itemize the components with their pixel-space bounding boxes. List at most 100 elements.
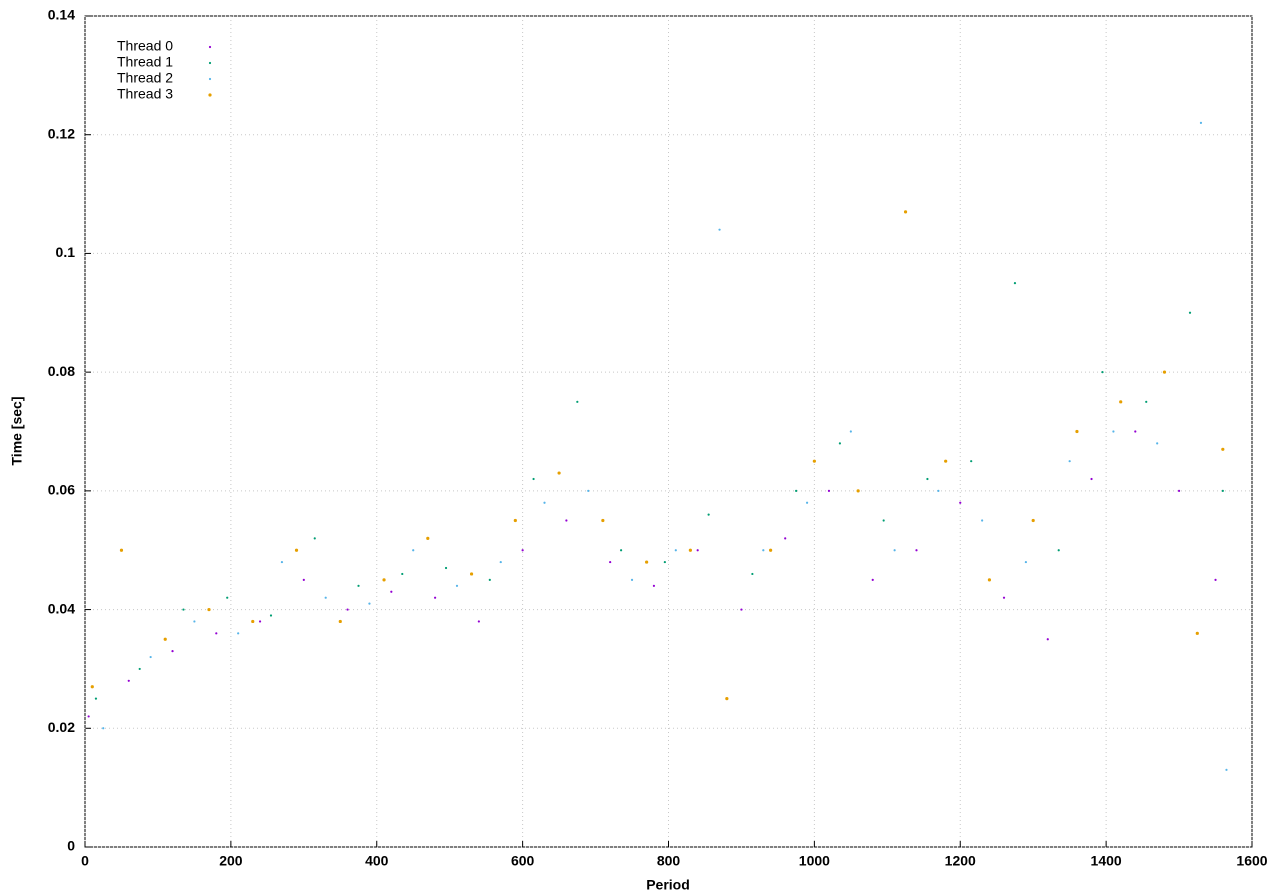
point: [207, 607, 211, 612]
point: [1013, 282, 1017, 285]
point: [959, 501, 962, 504]
point: [576, 400, 579, 403]
point: [280, 560, 284, 564]
legend-label: Thread 0: [117, 38, 173, 54]
y-tick-label: 0.02: [48, 719, 75, 735]
point: [1214, 578, 1217, 581]
legend-marker: [208, 77, 212, 81]
point: [269, 614, 273, 617]
x-axis-label: Period: [646, 877, 690, 893]
point: [1221, 489, 1224, 492]
point: [302, 578, 305, 581]
point: [893, 549, 896, 552]
point: [1057, 549, 1060, 552]
point: [871, 578, 874, 581]
point: [557, 471, 561, 475]
legend-marker: [208, 45, 212, 49]
point: [1119, 400, 1123, 404]
y-axis-label: Time [sec]: [9, 397, 25, 466]
point: [251, 619, 255, 624]
point: [182, 608, 185, 611]
point: [601, 518, 605, 523]
point: [401, 572, 404, 576]
point: [1046, 638, 1049, 641]
point: [903, 210, 908, 214]
point: [1195, 631, 1199, 635]
point: [565, 519, 568, 522]
y-tick-label: 0.08: [48, 363, 75, 379]
legend-marker: [208, 61, 212, 65]
point: [1177, 489, 1181, 492]
point: [609, 560, 612, 564]
point: [1068, 460, 1071, 463]
x-tick-label: 1200: [945, 853, 976, 869]
point: [751, 572, 754, 576]
point: [1134, 430, 1137, 433]
y-tick-label: 0.04: [48, 600, 75, 616]
point: [226, 596, 229, 599]
point: [237, 632, 240, 635]
point: [477, 620, 480, 623]
point: [149, 655, 152, 659]
point: [707, 513, 710, 516]
point: [696, 549, 699, 552]
point: [193, 620, 196, 623]
point: [543, 501, 546, 504]
y-tick-label: 0.1: [56, 244, 76, 260]
x-tick-label: 0: [81, 853, 89, 869]
point: [1112, 430, 1115, 433]
point: [630, 578, 634, 581]
point: [1002, 596, 1006, 599]
y-tick-label: 0.14: [48, 7, 75, 23]
y-tick-label: 0.12: [48, 125, 75, 141]
point: [469, 572, 474, 576]
point: [171, 650, 174, 653]
point: [915, 549, 918, 552]
point: [1188, 311, 1192, 314]
point: [1145, 400, 1148, 403]
point: [357, 584, 360, 587]
point: [587, 489, 590, 492]
point: [163, 637, 167, 641]
point: [258, 620, 262, 623]
point: [434, 596, 437, 599]
point: [1199, 121, 1203, 124]
point: [488, 578, 491, 581]
point: [382, 578, 386, 582]
point: [94, 697, 98, 700]
point: [368, 602, 371, 605]
point: [127, 679, 130, 682]
point: [1221, 447, 1225, 451]
point: [849, 430, 852, 433]
point: [444, 566, 448, 570]
point: [1090, 477, 1093, 481]
point: [987, 578, 992, 582]
x-tick-label: 400: [365, 853, 389, 869]
point: [102, 727, 105, 730]
x-tick-label: 1600: [1236, 853, 1267, 869]
point: [294, 548, 299, 552]
point: [663, 560, 666, 564]
point: [827, 489, 831, 492]
point: [87, 715, 90, 718]
point: [652, 584, 656, 587]
point: [426, 536, 430, 540]
point: [412, 549, 415, 552]
point: [619, 549, 623, 552]
legend-label: Thread 1: [117, 54, 173, 70]
point: [313, 537, 316, 540]
point: [981, 519, 984, 522]
point: [970, 460, 973, 463]
point: [1225, 768, 1228, 771]
point: [119, 548, 124, 552]
point: [1075, 429, 1079, 434]
point: [812, 459, 816, 463]
x-tick-label: 1400: [1091, 853, 1122, 869]
legend-label: Thread 3: [117, 86, 173, 102]
point: [784, 537, 787, 540]
point: [532, 477, 535, 481]
point: [937, 489, 940, 492]
point: [725, 697, 729, 701]
point: [1024, 560, 1027, 564]
